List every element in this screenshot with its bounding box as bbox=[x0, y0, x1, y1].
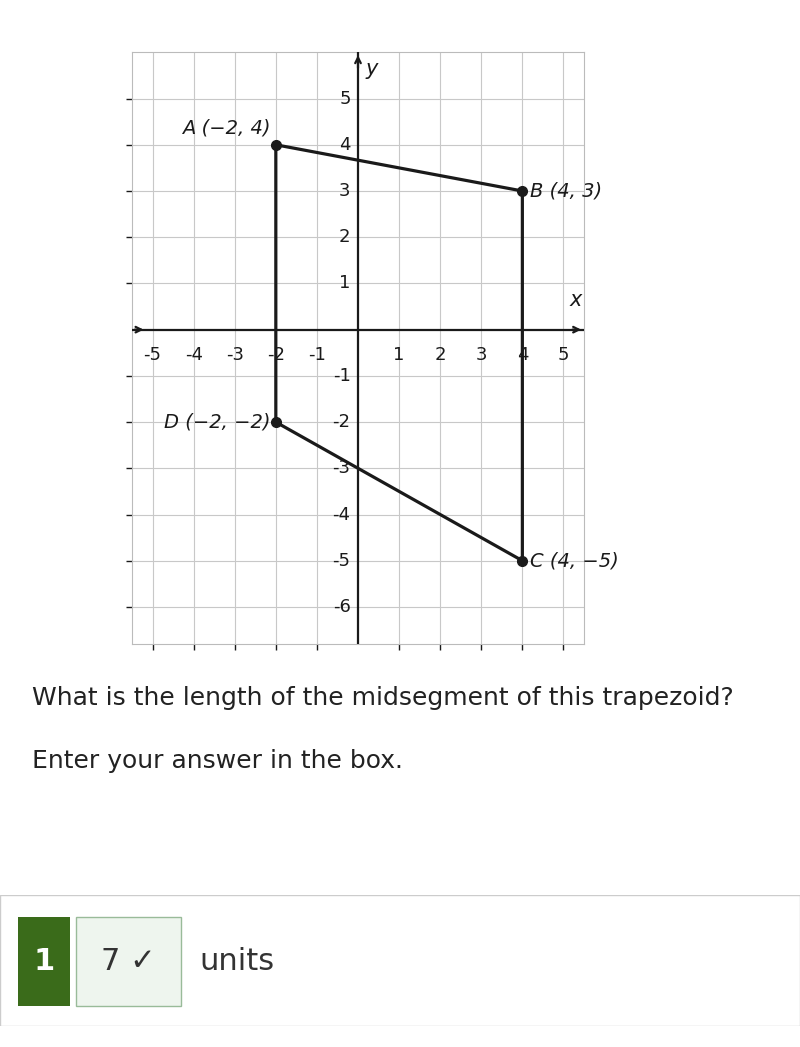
Text: -1: -1 bbox=[308, 346, 326, 363]
Text: -5: -5 bbox=[333, 552, 350, 570]
Text: 4: 4 bbox=[339, 136, 350, 154]
Text: -2: -2 bbox=[333, 414, 350, 431]
Text: 1: 1 bbox=[394, 346, 405, 363]
Text: -6: -6 bbox=[333, 598, 350, 616]
Text: -1: -1 bbox=[333, 366, 350, 385]
FancyBboxPatch shape bbox=[0, 895, 800, 1026]
Text: 4: 4 bbox=[517, 346, 528, 363]
Text: -2: -2 bbox=[267, 346, 285, 363]
Text: 1: 1 bbox=[34, 948, 54, 976]
Text: 5: 5 bbox=[558, 346, 570, 363]
Text: A (−2, 4): A (−2, 4) bbox=[182, 119, 271, 138]
Text: x: x bbox=[570, 290, 582, 310]
Text: B (4, 3): B (4, 3) bbox=[530, 181, 602, 200]
Text: 5: 5 bbox=[339, 90, 350, 108]
Text: -5: -5 bbox=[143, 346, 162, 363]
Text: -4: -4 bbox=[185, 346, 202, 363]
Text: What is the length of the midsegment of this trapezoid?: What is the length of the midsegment of … bbox=[32, 686, 734, 710]
Text: 3: 3 bbox=[339, 182, 350, 200]
Text: units: units bbox=[199, 948, 274, 976]
Text: Enter your answer in the box.: Enter your answer in the box. bbox=[32, 749, 403, 773]
Text: 3: 3 bbox=[475, 346, 487, 363]
Text: y: y bbox=[366, 60, 378, 80]
Text: 1: 1 bbox=[339, 274, 350, 292]
Text: D (−2, −2): D (−2, −2) bbox=[164, 413, 271, 431]
Text: -3: -3 bbox=[226, 346, 244, 363]
Bar bbox=[18, 917, 70, 1006]
Text: 2: 2 bbox=[339, 228, 350, 246]
Text: 7 ✓: 7 ✓ bbox=[101, 948, 156, 976]
Text: 2: 2 bbox=[434, 346, 446, 363]
Bar bbox=[76, 917, 181, 1006]
Text: -4: -4 bbox=[333, 506, 350, 524]
Text: C (4, −5): C (4, −5) bbox=[530, 551, 618, 571]
Text: -3: -3 bbox=[333, 460, 350, 477]
